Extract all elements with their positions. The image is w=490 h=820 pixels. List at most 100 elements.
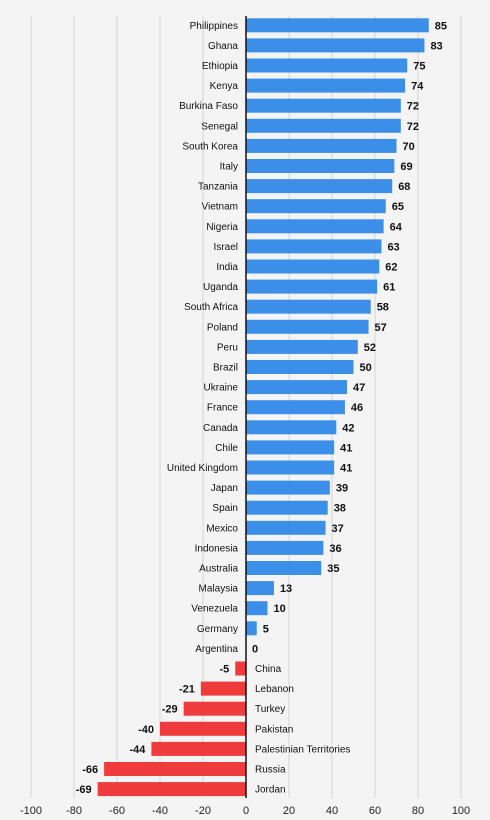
category-label: Israel — [214, 242, 238, 253]
data-label: 63 — [387, 241, 399, 253]
category-label: Tanzania — [198, 182, 238, 193]
bar — [246, 279, 378, 294]
data-label: 72 — [407, 101, 419, 113]
bar — [246, 159, 395, 173]
category-label: Turkey — [255, 704, 285, 715]
bar — [246, 561, 322, 575]
data-label: 38 — [334, 503, 346, 515]
bar — [246, 18, 429, 33]
data-label: -44 — [129, 744, 146, 756]
category-label: South Africa — [184, 302, 238, 313]
category-label: Ghana — [208, 41, 238, 52]
data-label: 58 — [377, 302, 389, 314]
bar — [246, 38, 425, 53]
bar — [235, 661, 246, 676]
x-tick-label: 60 — [369, 805, 381, 817]
data-label: 0 — [252, 643, 258, 655]
x-tick-label: -40 — [152, 805, 168, 817]
bar — [160, 721, 246, 736]
bar — [246, 400, 345, 415]
data-label: 70 — [403, 141, 415, 153]
category-label: Venezuela — [191, 604, 238, 615]
data-label: 10 — [274, 603, 286, 615]
x-axis-ticks: -100 -80 -60 -40 -20 0 20 40 60 80 100 — [20, 805, 470, 817]
bars — [97, 18, 429, 797]
bar — [246, 299, 371, 314]
category-label: Lebanon — [255, 684, 294, 695]
bar — [246, 581, 274, 596]
category-label: Palestinian Territories — [255, 744, 350, 755]
data-label: 13 — [280, 583, 292, 595]
category-label: Ethiopia — [202, 61, 239, 72]
data-label: 57 — [375, 322, 387, 334]
category-label: France — [207, 403, 239, 414]
data-label: -40 — [138, 724, 154, 736]
category-label: Uganda — [203, 282, 238, 293]
bar — [200, 681, 246, 696]
category-label: Peru — [217, 342, 238, 353]
bar — [183, 701, 246, 716]
bar — [246, 259, 380, 274]
data-label: 39 — [336, 483, 348, 495]
data-label: 85 — [435, 20, 447, 32]
bar — [97, 782, 247, 797]
category-label: Chile — [215, 443, 238, 454]
bar — [246, 118, 401, 133]
data-label: 42 — [342, 422, 354, 434]
bar — [246, 500, 328, 515]
bar — [246, 78, 406, 93]
x-tick-label: 40 — [326, 805, 338, 817]
category-label: Russia — [255, 765, 286, 776]
category-label: Vietnam — [201, 202, 238, 213]
bar — [104, 762, 246, 776]
category-label: Germany — [197, 624, 238, 635]
category-label: Argentina — [195, 644, 238, 655]
category-label: Nigeria — [206, 222, 238, 233]
data-label: 37 — [332, 523, 344, 535]
data-label: -21 — [179, 684, 195, 696]
data-label: 47 — [353, 382, 365, 394]
category-label: Canada — [203, 423, 238, 434]
bar — [246, 440, 335, 455]
category-label: Brazil — [213, 363, 238, 374]
category-label: Spain — [212, 503, 238, 514]
data-label: 72 — [407, 121, 419, 133]
category-label: South Korea — [182, 141, 238, 152]
x-tick-label: -60 — [109, 805, 125, 817]
category-label: Mexico — [206, 523, 238, 534]
data-label: 41 — [340, 442, 352, 454]
category-label: Ukraine — [204, 383, 239, 394]
data-label: 83 — [430, 40, 442, 52]
bar — [151, 741, 246, 756]
category-label: Japan — [211, 483, 238, 494]
x-tick-label: 80 — [412, 805, 424, 817]
bar — [246, 360, 354, 374]
category-label: Jordan — [255, 785, 286, 796]
data-label: -29 — [162, 704, 178, 716]
category-label: Kenya — [210, 81, 239, 92]
x-tick-label: -20 — [195, 805, 211, 817]
bar — [246, 179, 393, 194]
category-label: Malaysia — [199, 584, 239, 595]
data-label: 65 — [392, 201, 404, 213]
data-label: 35 — [327, 563, 339, 575]
bar — [246, 219, 384, 234]
bar — [246, 199, 386, 214]
bar — [246, 621, 257, 636]
data-label: 5 — [263, 623, 269, 635]
data-label: 68 — [398, 181, 410, 193]
bar — [246, 98, 401, 113]
bar — [246, 460, 335, 475]
data-label: 62 — [385, 262, 397, 274]
bar — [246, 601, 268, 616]
category-label: United Kingdom — [167, 463, 238, 474]
labels: Philippines 85 Ghana 83 Ethiopia 75 Kenya 74 Bur… — [76, 20, 447, 796]
bar — [246, 319, 369, 334]
bar — [246, 138, 397, 153]
bar — [246, 339, 358, 354]
bar — [246, 58, 408, 73]
bar — [246, 520, 326, 535]
data-label: 36 — [329, 543, 341, 555]
bar — [246, 239, 382, 254]
category-label: Philippines — [190, 21, 238, 32]
